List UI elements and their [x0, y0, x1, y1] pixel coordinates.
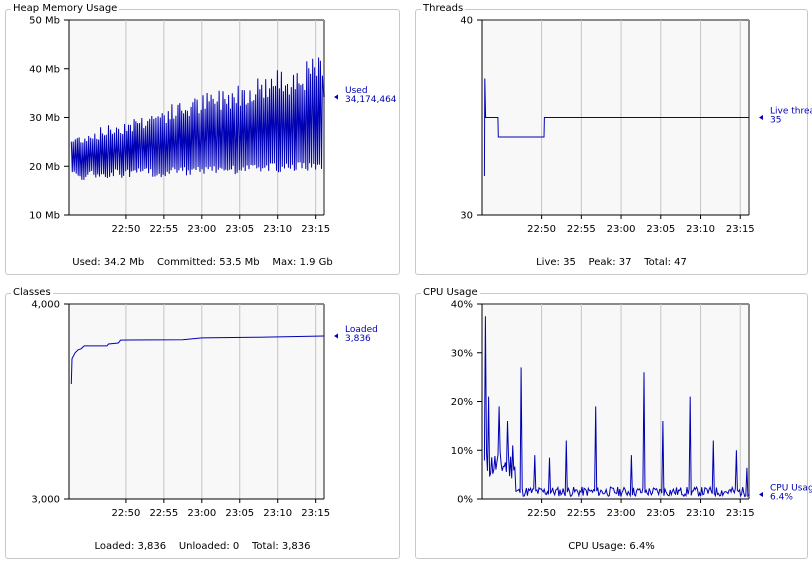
y-tick-label: 50 Mb — [29, 16, 60, 27]
cpu-usage-title: CPU Usage — [421, 286, 480, 300]
y-tick-label: 40 — [460, 16, 473, 27]
heap-memory-panel: Heap Memory Usage 10 Mb 20 Mb 30 Mb 40 Mb 50… — [5, 2, 400, 275]
x-tick-label: 23:10 — [263, 224, 292, 235]
x-tick-label: 23:00 — [187, 508, 216, 519]
x-tick-label: 23:00 — [607, 224, 636, 235]
x-tick-label: 22:55 — [149, 508, 178, 519]
series-name-label: Live threads — [770, 107, 812, 117]
x-tick-label: 23:05 — [225, 508, 254, 519]
series-line — [70, 57, 325, 180]
series-line — [483, 316, 750, 498]
y-tick-label: 0% — [457, 495, 473, 506]
x-tick-label: 23:05 — [646, 508, 675, 519]
plot-area — [69, 304, 324, 499]
x-tick-label: 23:15 — [726, 508, 755, 519]
threads-chart: 30 40 22:50 22:55 23:00 23:05 23:10 23:15 Live t… — [460, 16, 812, 236]
y-tick-label: 10% — [451, 446, 473, 457]
y-tick-label: 30 Mb — [29, 113, 60, 124]
y-tick-label: 30 — [460, 211, 473, 222]
series-value-label: 35 — [770, 116, 781, 126]
classes-summary: Loaded: 3,836 Unloaded: 0 Total: 3,836 — [94, 541, 311, 552]
y-tick-label: 40% — [451, 300, 473, 311]
x-tick-label: 23:10 — [686, 224, 715, 235]
x-tick-label: 22:50 — [112, 508, 141, 519]
series-marker — [759, 492, 763, 498]
x-tick-label: 22:50 — [112, 224, 141, 235]
series-marker — [334, 94, 338, 100]
series-marker — [759, 115, 763, 120]
y-tick-label: 10 Mb — [29, 211, 60, 222]
x-tick-label: 23:15 — [301, 224, 330, 235]
x-tick-label: 23:05 — [646, 224, 675, 235]
x-tick-label: 22:55 — [567, 508, 596, 519]
x-tick-label: 22:50 — [527, 224, 556, 235]
series-line — [483, 78, 749, 177]
threads-summary: Live: 35 Peak: 37 Total: 47 — [536, 257, 687, 268]
cpu-usage-chart: 0% 10% 20% 30% 40% 22:50 22:55 23:00 23:05 23:10 2… — [451, 300, 812, 520]
series-name-label: CPU Usage — [770, 484, 812, 494]
x-tick-label: 23:05 — [225, 224, 254, 235]
x-tick-label: 23:15 — [301, 508, 330, 519]
series-value-label: 6.4% — [770, 493, 793, 503]
classes-chart: 3,000 4,000 22:50 22:55 23:00 23:05 23:10 23:15… — [31, 300, 378, 520]
y-tick-label: 3,000 — [31, 495, 60, 506]
y-tick-label: 40 Mb — [29, 64, 60, 75]
x-tick-label: 23:00 — [187, 224, 216, 235]
threads-panel: Threads 30 40 22:50 22:55 23:00 23:05 23:10 23:… — [415, 2, 812, 275]
x-tick-label: 22:50 — [527, 508, 556, 519]
y-tick-label: 30% — [451, 348, 473, 359]
y-tick-label: 20% — [451, 397, 473, 408]
x-tick-label: 22:55 — [567, 224, 596, 235]
series-value-label: 34,174,464 — [345, 95, 397, 105]
cpu-usage-summary: CPU Usage: 6.4% — [568, 541, 655, 552]
series-name-label: Loaded — [345, 325, 378, 335]
series-name-label: Used — [345, 86, 368, 96]
cpu-usage-panel: CPU Usage 0% 10% 20% 30% 40% 22:50 22:55 23:00 2… — [415, 286, 812, 559]
classes-panel: Classes 3,000 4,000 22:50 22:55 23:00 23:05 23… — [5, 286, 400, 559]
series-line — [70, 335, 325, 385]
plot-area — [482, 304, 749, 499]
x-tick-label: 23:15 — [726, 224, 755, 235]
y-tick-label: 20 Mb — [29, 162, 60, 173]
heap-memory-summary: Used: 34.2 Mb Committed: 53.5 Mb Max: 1.… — [72, 257, 333, 268]
heap-memory-chart: 10 Mb 20 Mb 30 Mb 40 Mb 50 Mb 22:50 22:55 23:00… — [29, 16, 397, 236]
threads-title: Threads — [421, 2, 466, 16]
x-tick-label: 22:55 — [149, 224, 178, 235]
y-tick-label: 4,000 — [31, 300, 60, 311]
series-value-label: 3,836 — [345, 334, 371, 344]
heap-memory-title: Heap Memory Usage — [11, 2, 120, 16]
x-tick-label: 23:00 — [607, 508, 636, 519]
x-tick-label: 23:10 — [263, 508, 292, 519]
series-marker — [334, 333, 338, 339]
x-tick-label: 23:10 — [686, 508, 715, 519]
classes-title: Classes — [11, 286, 53, 300]
